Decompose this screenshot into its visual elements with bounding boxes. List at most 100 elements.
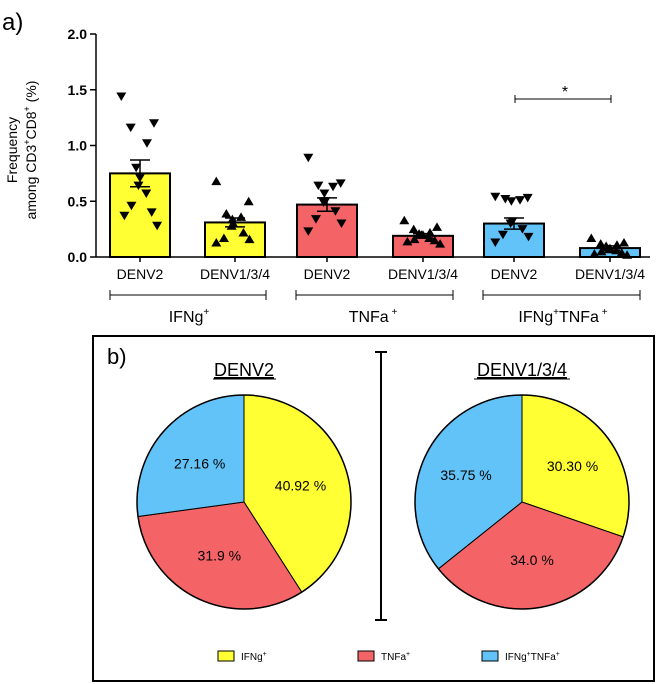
- category-label: DENV2: [304, 266, 351, 282]
- data-point: [148, 119, 159, 128]
- data-point: [402, 236, 413, 246]
- pie-chart-denv2: 40.92 % 31.9 % 27.16 %: [136, 394, 352, 610]
- data-point: [611, 245, 622, 255]
- legend-label-tnfa: TNFa+: [381, 651, 410, 663]
- y-axis-label: Frequency: [4, 117, 20, 183]
- data-point: [431, 222, 442, 231]
- pie-value-label: 34.0 %: [510, 552, 554, 568]
- data-point: [595, 239, 606, 248]
- bar: [109, 172, 171, 258]
- data-point: [313, 181, 324, 191]
- pie-value-label: 40.92 %: [275, 477, 326, 493]
- legend-label-ifng: IFNg+: [241, 651, 267, 663]
- category-labels: DENV2 DENV1/3/4 DENV2 DENV1/3/4 DENV2 DENV1/3…: [117, 266, 646, 282]
- significance-star: *: [562, 84, 568, 101]
- data-point: [218, 233, 229, 243]
- y-tick-label: 0.0: [68, 249, 88, 265]
- data-point: [586, 233, 597, 243]
- data-point: [330, 207, 341, 216]
- data-point: [310, 215, 321, 224]
- pie-outline: [414, 394, 630, 610]
- panel-a-label: a): [2, 9, 23, 36]
- data-point: [336, 219, 347, 229]
- group-bracket-tnfa: [295, 290, 454, 300]
- data-point: [589, 249, 600, 258]
- data-point: [303, 153, 314, 163]
- data-point: [134, 173, 145, 183]
- data-point: [611, 240, 622, 249]
- group-bracket-both: [482, 290, 641, 300]
- group-label-ifng: IFNg+: [169, 307, 210, 326]
- data-point: [211, 176, 222, 186]
- category-label: DENV1/3/4: [200, 266, 270, 282]
- group-label-tnfa: TNFa +: [349, 307, 398, 326]
- pie-chart-denv134: 30.30 % 34.0 % 35.75 %: [414, 394, 630, 610]
- data-point: [125, 123, 136, 133]
- pie-value-label: 30.30 %: [547, 458, 598, 474]
- data-point: [318, 198, 329, 207]
- y-tick-label: 1.5: [68, 82, 88, 98]
- data-point: [596, 246, 607, 256]
- data-point: [335, 179, 346, 188]
- category-label: DENV2: [491, 266, 538, 282]
- data-point: [221, 209, 232, 218]
- data-point: [616, 248, 627, 257]
- data-point: [517, 225, 528, 234]
- data-point: [618, 238, 629, 247]
- pie-title-denv2: DENV2: [214, 360, 274, 380]
- data-point: [211, 238, 222, 247]
- data-point: [522, 193, 533, 203]
- data-point: [399, 215, 410, 225]
- data-point: [244, 234, 255, 244]
- data-point: [328, 182, 339, 192]
- y-tick-label: 2.0: [68, 26, 88, 42]
- group-label-ifng-tnfa: IFNg+TNFa +: [518, 307, 607, 326]
- data-point: [500, 195, 511, 204]
- data-point: [506, 197, 517, 206]
- category-label: DENV1/3/4: [575, 266, 645, 282]
- pie-title-denv134: DENV1/3/4: [477, 360, 567, 380]
- data-point: [515, 196, 526, 205]
- data-point: [424, 233, 435, 243]
- data-point: [227, 214, 238, 224]
- legend: IFNg+ TNFa+ IFNg+TNFa+: [217, 650, 560, 663]
- data-point: [243, 196, 254, 206]
- data-point: [119, 211, 130, 221]
- data-point: [152, 221, 163, 231]
- data-point: [408, 224, 419, 234]
- legend-label-ifng-tnfa: IFNg+TNFa+: [505, 651, 560, 663]
- data-point: [490, 192, 501, 202]
- data-point: [319, 189, 330, 198]
- data-point: [497, 230, 508, 240]
- data-point: [303, 227, 314, 236]
- bar-chart-marks: [109, 92, 641, 259]
- data-point: [435, 239, 446, 248]
- legend-swatch-tnfa: [357, 650, 375, 662]
- data-point: [133, 181, 144, 191]
- pie-value-label: 27.16 %: [174, 455, 225, 471]
- data-point: [505, 219, 516, 229]
- data-point: [141, 139, 152, 148]
- data-point: [523, 232, 534, 242]
- pie-value-label: 35.75 %: [440, 467, 491, 483]
- group-bracket-ifng: [109, 290, 267, 300]
- data-point: [226, 221, 237, 230]
- data-point: [429, 235, 440, 245]
- data-point: [603, 244, 614, 254]
- y-axis-label-2: among CD3+CD8+ (%): [22, 81, 39, 220]
- category-label: DENV2: [117, 266, 164, 282]
- data-point: [116, 92, 127, 101]
- data-point: [424, 227, 435, 237]
- bar-chart-axes: 0.0 0.5 1.0 1.5 2.0: [68, 26, 650, 265]
- panel-b-label: b): [107, 344, 127, 369]
- data-point: [131, 163, 142, 173]
- pie-outline: [136, 394, 352, 610]
- y-tick-label: 0.5: [68, 193, 88, 209]
- data-point: [141, 189, 152, 198]
- y-tick-label: 1.0: [68, 138, 88, 154]
- data-point: [622, 250, 633, 259]
- data-point: [126, 201, 137, 211]
- data-point: [146, 208, 157, 217]
- legend-swatch-ifng: [217, 650, 235, 662]
